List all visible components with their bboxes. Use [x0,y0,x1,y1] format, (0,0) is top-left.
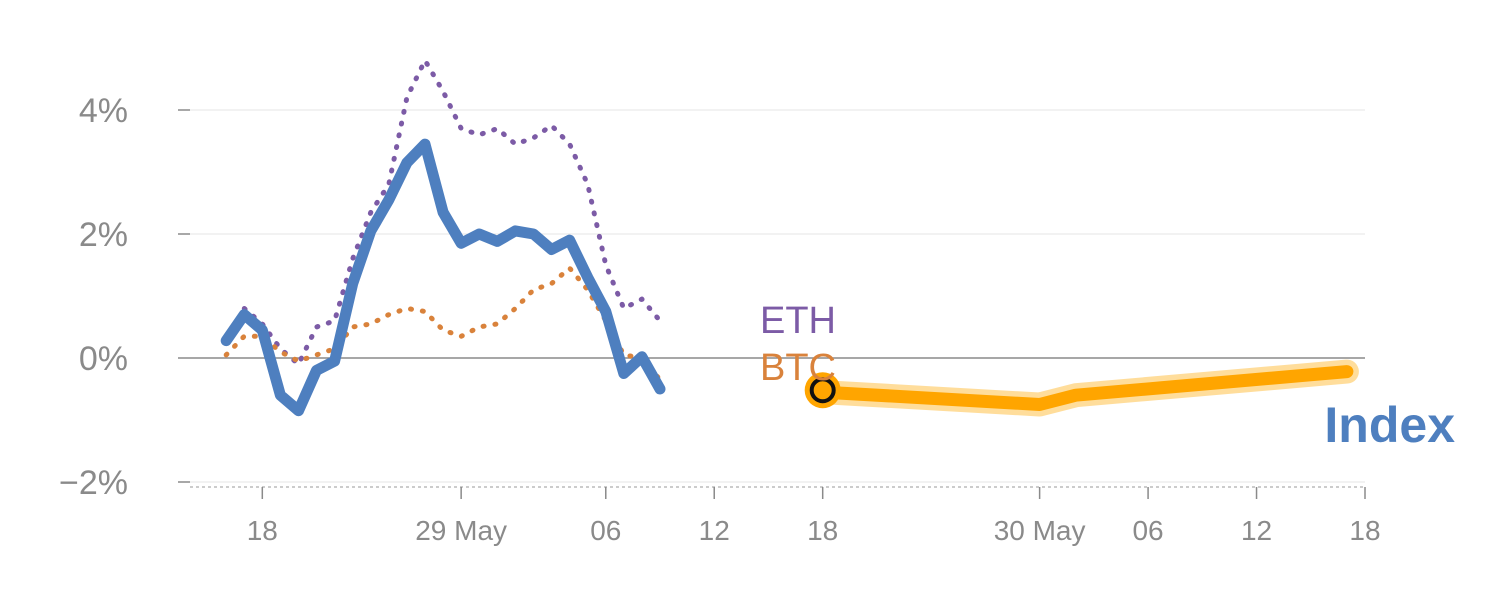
x-tick-label: 18 [807,515,838,546]
forecast-line [816,365,1354,411]
y-tick-label: 2% [79,216,128,254]
y-tick-label: 4% [79,92,128,130]
x-tick-label: 06 [1132,515,1163,546]
forecast-layer [804,359,1359,417]
x-tick-label: 18 [247,515,278,546]
gridlines [190,109,1365,483]
x-tick-label: 12 [1241,515,1272,546]
series-label-eth: ETH [760,300,836,342]
x-tick-label: 12 [699,515,730,546]
series-labels: ETH BTC Index [760,300,1455,453]
x-axis: 18 29 May 06 12 18 30 May 06 12 18 [190,486,1381,546]
series-label-btc: BTC [760,347,836,389]
x-tick-label: 29 May [415,515,507,546]
series-line-index [220,138,666,417]
y-axis: 4% 2% 0% −2% [59,92,190,502]
y-tick-label: 0% [79,340,128,378]
series-line-btc [223,265,663,383]
series-lines [220,57,666,417]
x-tick-label: 06 [590,515,621,546]
series-label-index: Index [1324,397,1455,453]
x-tick-label: 18 [1349,515,1380,546]
forecast-marker [809,377,836,404]
x-tick-label: 30 May [994,515,1086,546]
y-tick-label: −2% [59,464,128,502]
